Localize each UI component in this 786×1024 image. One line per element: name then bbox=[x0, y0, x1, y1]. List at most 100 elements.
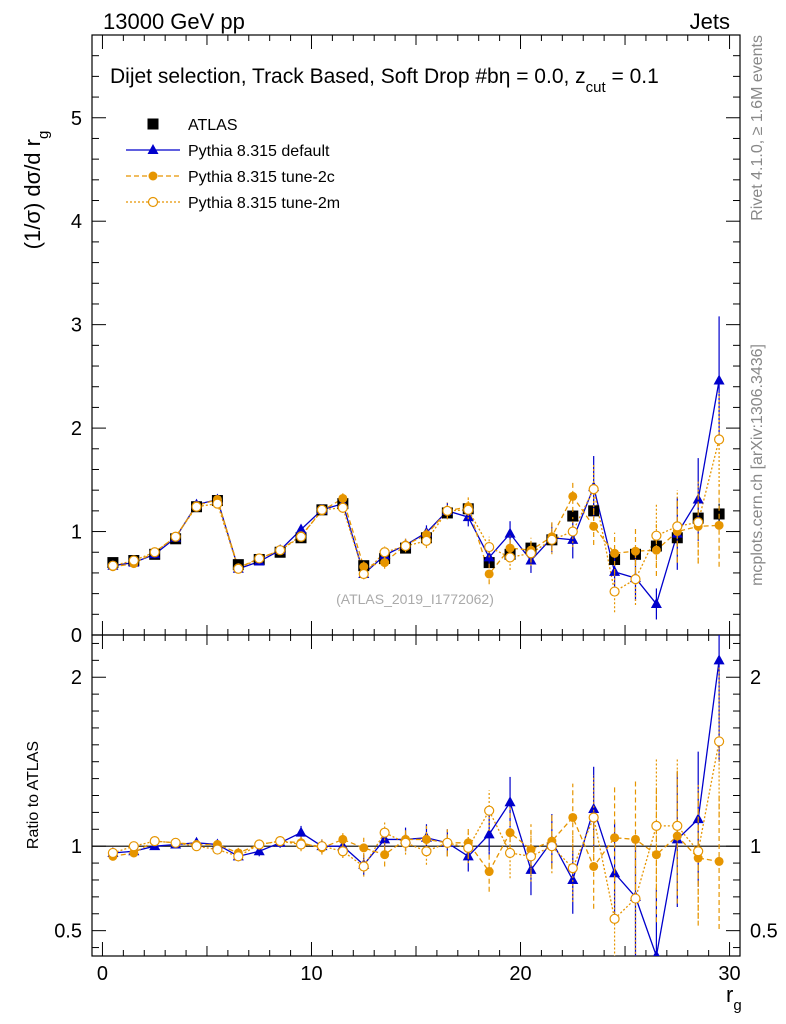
main-tune2c-point bbox=[630, 546, 640, 556]
ratio-xlabel-text: r bbox=[726, 982, 733, 1007]
main-default-line bbox=[112, 380, 720, 606]
main-tune2m-point bbox=[400, 540, 411, 552]
ratio-tune2m-point bbox=[107, 847, 119, 859]
ratio-panel: 0 10 20 30 0.5 0.5 1 1 2 2 Ratio to ATLAS rg bbox=[25, 634, 778, 1014]
mcplots-note: mcplots.cern.ch [arXiv:1306.3436] bbox=[749, 344, 766, 586]
main-panel: 0 1 2 3 4 5 Dijet selection, Track Based, Sof… bbox=[20, 34, 741, 647]
main-tune2m-point bbox=[421, 535, 432, 546]
main-tune2m-point bbox=[128, 555, 139, 566]
legend-label: ATLAS bbox=[188, 117, 238, 134]
ratio-y-tick-label: 2 bbox=[71, 667, 82, 689]
ratio-tune2m-point bbox=[275, 836, 286, 847]
ratio-ylabel: Ratio to ATLAS bbox=[25, 741, 42, 849]
main-tune2c-point bbox=[338, 493, 348, 503]
rivet-note: Rivet 4.1.0, ≥ 1.6M events bbox=[749, 35, 766, 221]
legend-marker bbox=[147, 196, 159, 208]
ratio-tune2m-point bbox=[379, 827, 390, 838]
ratio-tune2m-point bbox=[149, 836, 160, 847]
main-tune2m-point bbox=[630, 574, 641, 585]
main-tune2m-point bbox=[525, 548, 537, 559]
analysis-id: (ATLAS_2019_I1772062) bbox=[336, 591, 494, 607]
main-y-tick-label: 4 bbox=[71, 211, 82, 233]
ratio-tune2m-point bbox=[672, 820, 683, 832]
ratio-default-point bbox=[653, 950, 660, 956]
main-tune2c-point bbox=[484, 569, 494, 579]
ratio-y-tick-label: 0.5 bbox=[54, 921, 82, 943]
ratio-xlabel-sub: g bbox=[733, 997, 741, 1014]
ratio-default-point bbox=[504, 796, 516, 807]
ratio-tune2c-point bbox=[589, 861, 599, 871]
main-tune2m-point bbox=[546, 534, 557, 545]
ratio-tune2c-point bbox=[568, 812, 578, 822]
x-tick-label: 20 bbox=[509, 963, 531, 985]
main-tune2c-point bbox=[589, 521, 599, 531]
main-y-tick-label: 1 bbox=[71, 522, 82, 544]
main-y-tick-label: 2 bbox=[71, 418, 82, 440]
ratio-tune2c-point bbox=[714, 856, 724, 866]
ratio-tune2c-point bbox=[380, 850, 390, 860]
main-tune2m-point bbox=[463, 504, 474, 515]
ratio-tune2m-point bbox=[128, 841, 139, 852]
main-tune2m-point bbox=[275, 545, 286, 556]
ratio-tune2m-point bbox=[630, 893, 641, 904]
ratio-default-point bbox=[483, 828, 495, 839]
ratio-data bbox=[92, 635, 740, 956]
ratio-tune2m-point bbox=[484, 805, 495, 816]
ratio-xlabel: rg bbox=[726, 982, 742, 1014]
ratio-tune2m-point bbox=[693, 846, 704, 857]
ratio-y-tick-label: 1 bbox=[71, 836, 82, 858]
main-tune2c-line bbox=[112, 495, 720, 576]
main-tune2m-point bbox=[295, 531, 307, 542]
legend-label: Pythia 8.315 tune-2c bbox=[188, 169, 335, 186]
ratio-tune2m-point bbox=[525, 851, 537, 862]
ratio-tune2c-point bbox=[359, 843, 369, 853]
energy-label: 13000 GeV pp bbox=[103, 9, 245, 34]
main-y-tick-label: 0 bbox=[71, 625, 82, 647]
main-tune2m-point bbox=[567, 526, 578, 537]
main-title-zcut-sub: cut bbox=[586, 79, 607, 96]
ratio-tune2m-point bbox=[233, 851, 244, 862]
main-title-eta: η = 0.0, z bbox=[499, 65, 586, 88]
ratio-default-point bbox=[567, 873, 579, 884]
x-tick-label: 10 bbox=[300, 963, 322, 985]
main-tune2m-point bbox=[358, 568, 369, 580]
legend-marker bbox=[147, 118, 159, 130]
ratio-tune2c-point bbox=[651, 850, 661, 860]
main-tune2c-point bbox=[359, 562, 369, 572]
main-tune2m-point bbox=[693, 517, 704, 528]
main-default-point bbox=[462, 511, 474, 522]
legend-marker bbox=[148, 171, 158, 181]
main-tune2m-point bbox=[233, 563, 244, 574]
ratio-tune2m-point bbox=[400, 837, 411, 848]
main-ylabel-sub: g bbox=[35, 131, 52, 139]
main-tune2m-point bbox=[170, 531, 181, 542]
main-tune2m-point bbox=[191, 501, 202, 512]
main-title-zcut-value: = 0.1 bbox=[606, 65, 659, 88]
main-default-point bbox=[504, 527, 516, 538]
ratio-default-point bbox=[253, 845, 265, 856]
main-tune2m-point bbox=[609, 586, 620, 597]
category-label: Jets bbox=[690, 9, 730, 34]
ratio-tune2m-point bbox=[504, 847, 516, 859]
main-tune2m-point bbox=[672, 521, 683, 532]
main-title: Dijet selection, Track Based, Soft Drop … bbox=[110, 65, 659, 96]
ratio-y-tick-label-right: 0.5 bbox=[750, 921, 778, 943]
main-tune2m-point bbox=[212, 498, 223, 509]
main-tune2m-point bbox=[713, 434, 725, 445]
ratio-tune2m-point bbox=[442, 837, 453, 848]
ratio-tune2m-point bbox=[254, 839, 265, 850]
ratio-default-line bbox=[112, 660, 720, 956]
ratio-tune2m-point bbox=[170, 837, 181, 848]
main-default-point bbox=[713, 374, 725, 385]
ratio-tune2m-point bbox=[713, 736, 725, 747]
ratio-tune2m-point bbox=[337, 846, 348, 857]
main-tune2m-point bbox=[316, 504, 328, 515]
ratio-tune2m-point bbox=[546, 841, 557, 852]
legend-label: Pythia 8.315 tune-2m bbox=[188, 195, 340, 212]
ratio-tune2c-line bbox=[112, 816, 720, 873]
ratio-default-point bbox=[713, 654, 725, 665]
ratio-tune2c-point bbox=[630, 834, 640, 844]
ratio-tune2m-point bbox=[588, 812, 599, 823]
x-tick-label: 0 bbox=[97, 963, 108, 985]
